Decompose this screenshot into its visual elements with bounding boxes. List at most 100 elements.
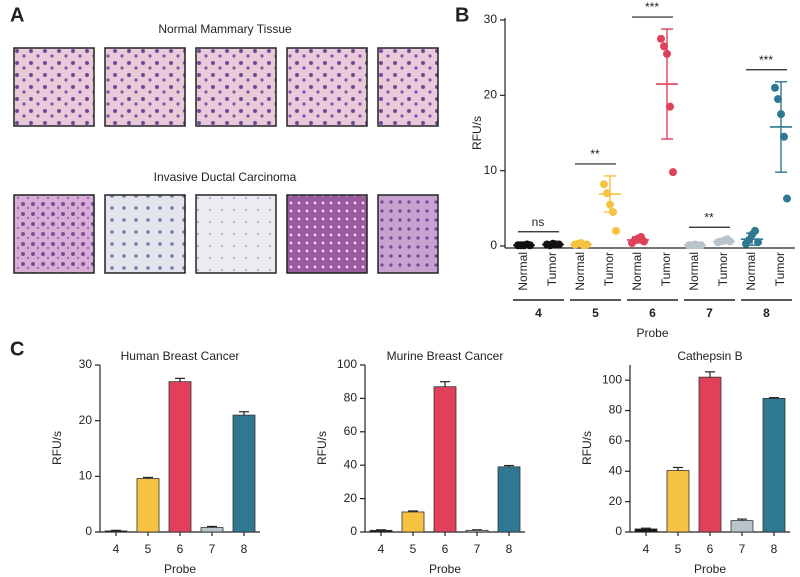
x-tick-label: 6 [177, 542, 184, 556]
tissue-image [13, 47, 95, 127]
data-point [600, 180, 608, 189]
data-point [666, 102, 674, 111]
y-tick-label: 20 [344, 491, 358, 505]
y-tick-label: 20 [609, 494, 623, 508]
group-label: 5 [592, 306, 599, 320]
bar [497, 466, 521, 533]
chart-title: Cathepsin B [677, 349, 742, 363]
data-point [774, 95, 782, 104]
group-label: 4 [535, 306, 542, 320]
x-axis-label: Probe [164, 562, 196, 576]
y-tick-label: 60 [609, 433, 623, 447]
significance-label: *** [759, 53, 773, 67]
significance-label: *** [645, 0, 659, 14]
tissue-image [13, 194, 95, 274]
data-point [612, 226, 620, 235]
tissue-image [195, 194, 277, 274]
data-point [783, 194, 791, 203]
chart-title: Human Breast Cancer [121, 349, 240, 363]
y-tick-label: 0 [490, 238, 497, 252]
significance-label: ** [704, 210, 714, 224]
significance-label: ns [532, 215, 545, 229]
y-tick-label: 20 [79, 413, 93, 427]
bar [730, 520, 754, 533]
tissue-image [104, 194, 186, 274]
y-tick-label: 0 [85, 524, 92, 538]
y-tick-label: 10 [484, 163, 498, 177]
sample-label: Tumor [773, 252, 787, 286]
x-tick-label: 4 [378, 542, 385, 556]
tissue-image [286, 194, 368, 274]
tissue-image [377, 47, 439, 127]
y-tick-label: 100 [602, 372, 622, 386]
sample-label: Tumor [602, 252, 616, 286]
chart-title: Murine Breast Cancer [387, 349, 504, 363]
section-title: Invasive Ductal Carcinoma [154, 170, 297, 184]
y-tick-label: 100 [337, 357, 357, 371]
tissue-image [104, 47, 186, 127]
section-title: Normal Mammary Tissue [158, 22, 292, 36]
bar [104, 530, 128, 533]
x-tick-label: 7 [474, 542, 481, 556]
x-tick-label: 5 [410, 542, 417, 556]
y-tick-label: 80 [609, 403, 623, 417]
x-tick-label: 7 [209, 542, 216, 556]
data-point [660, 42, 668, 51]
y-axis-label: RFU/s [315, 431, 329, 465]
panel-label: B [455, 4, 469, 26]
tissue-image [195, 47, 277, 127]
panel-label: A [10, 4, 24, 26]
significance-label: ** [590, 147, 600, 161]
bar [200, 527, 224, 533]
x-tick-label: 6 [442, 542, 449, 556]
data-point [754, 238, 762, 247]
panel-label: C [10, 338, 24, 360]
y-tick-label: 80 [344, 391, 358, 405]
bar [136, 478, 160, 533]
histology-tumor [13, 194, 439, 274]
y-tick-label: 10 [79, 469, 93, 483]
y-axis-label: RFU/s [470, 116, 484, 150]
x-tick-label: 6 [707, 542, 714, 556]
sample-label: Normal [687, 252, 701, 291]
y-tick-label: 60 [344, 424, 358, 438]
y-tick-label: 40 [344, 457, 358, 471]
y-tick-label: 0 [350, 524, 357, 538]
sample-label: Normal [516, 252, 530, 291]
data-point [771, 83, 779, 92]
x-tick-label: 8 [241, 542, 248, 556]
group-label: 6 [649, 306, 656, 320]
group-label: 7 [706, 306, 713, 320]
y-tick-label: 30 [484, 12, 498, 26]
y-tick-label: 20 [484, 88, 498, 102]
bar [666, 470, 690, 533]
group-label: 8 [763, 306, 770, 320]
sample-label: Normal [573, 252, 587, 291]
x-axis-label: Probe [636, 326, 668, 340]
tissue-image [286, 47, 368, 127]
sample-label: Tumor [659, 252, 673, 286]
bar [168, 381, 192, 533]
bar [401, 511, 425, 533]
y-axis-label: RFU/s [50, 431, 64, 465]
data-point [640, 237, 648, 246]
bar [232, 414, 256, 533]
y-axis-label: RFU/s [580, 431, 594, 465]
data-point [657, 34, 665, 43]
x-axis-label: Probe [694, 562, 726, 576]
x-tick-label: 8 [506, 542, 513, 556]
bar [465, 529, 489, 533]
sample-label: Normal [744, 252, 758, 291]
x-tick-label: 4 [643, 542, 650, 556]
x-tick-label: 5 [675, 542, 682, 556]
data-point [669, 168, 677, 177]
histology-normal [13, 47, 439, 127]
data-point [780, 132, 788, 141]
y-tick-label: 0 [615, 524, 622, 538]
sample-label: Normal [630, 252, 644, 291]
bar [762, 397, 786, 533]
y-tick-label: 30 [79, 357, 93, 371]
x-tick-label: 4 [113, 542, 120, 556]
